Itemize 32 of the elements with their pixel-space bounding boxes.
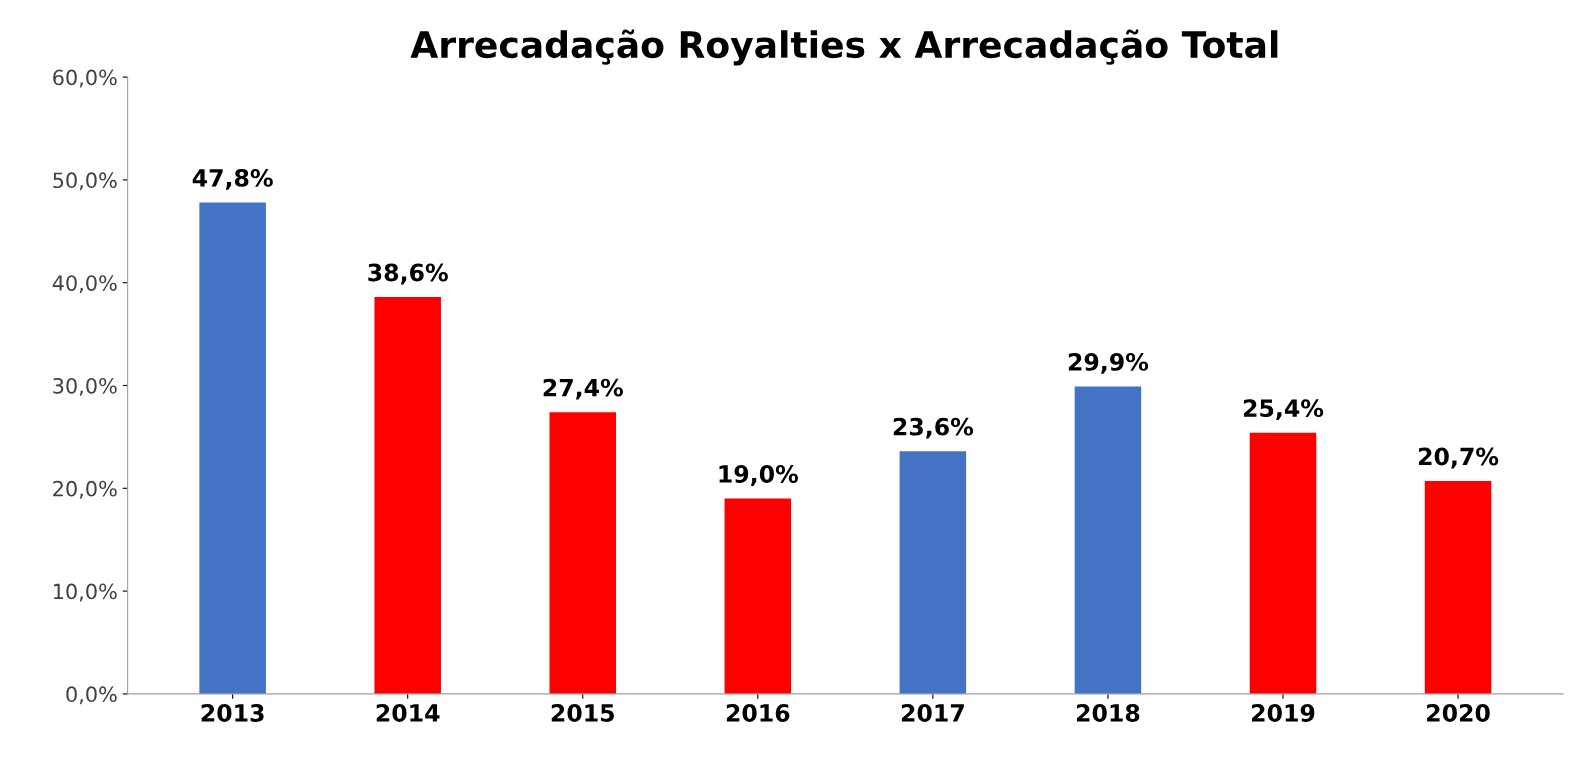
y-tick-label: 60,0% <box>53 69 117 88</box>
y-tick-label: 50,0% <box>53 172 117 191</box>
y-tick-label: 20,0% <box>53 480 117 499</box>
y-tick-label: 0,0% <box>66 686 117 705</box>
x-tick-label: 2015 <box>551 704 614 722</box>
bar <box>1424 481 1492 694</box>
bar <box>724 498 792 694</box>
data-label: 27,4% <box>543 378 623 400</box>
x-tick-label: 2018 <box>1076 704 1140 722</box>
bar <box>1249 432 1317 694</box>
bar <box>199 202 266 694</box>
y-tick-label: 10,0% <box>53 583 117 602</box>
data-label: 38,6% <box>368 263 448 285</box>
bar <box>899 451 967 694</box>
data-label: 29,9% <box>1068 352 1149 374</box>
y-tick-label: 30,0% <box>53 377 117 396</box>
bar <box>374 297 441 694</box>
x-tick-label: 2014 <box>376 704 440 722</box>
x-tick-label: 2016 <box>726 704 790 722</box>
chart-title: Arrecadação Royalties x Arrecadação Total <box>410 29 1278 66</box>
data-label: 20,7% <box>1418 447 1499 469</box>
bar <box>549 412 617 694</box>
x-tick-label: 2017 <box>901 704 964 722</box>
y-tick-label: 40,0% <box>52 275 117 294</box>
data-label: 47,8% <box>192 168 273 190</box>
x-tick-label: 2020 <box>1427 704 1490 722</box>
data-label: 23,6% <box>893 417 974 439</box>
data-label: 25,4% <box>1243 399 1324 421</box>
data-label: 19,0% <box>719 465 799 486</box>
x-tick-label: 2019 <box>1252 704 1315 722</box>
x-tick-label: 2013 <box>201 704 264 722</box>
bar <box>1074 386 1142 694</box>
